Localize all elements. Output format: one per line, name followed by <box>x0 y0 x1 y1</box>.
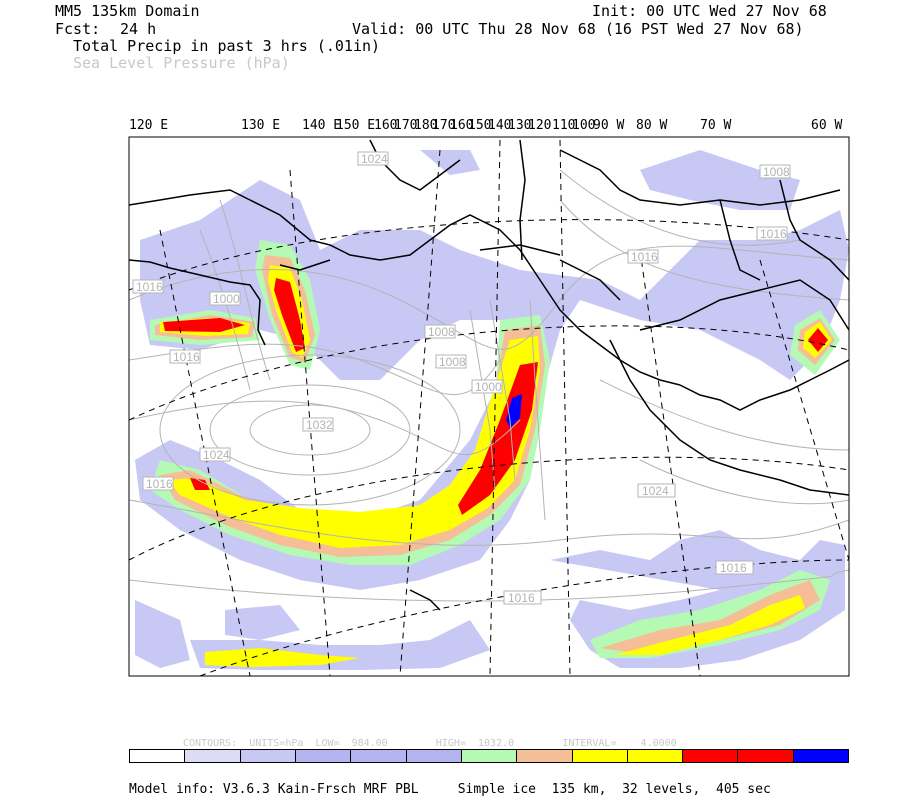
slp-label: 1016 <box>715 560 754 575</box>
lon-label: 140 <box>488 118 512 133</box>
precip-red <box>190 478 210 490</box>
coastlines <box>129 139 849 611</box>
domain-title: MM5 135km Domain <box>55 2 200 20</box>
precip-light <box>225 605 300 640</box>
colorbar-swatch <box>517 750 573 762</box>
svg-text:1032: 1032 <box>306 418 333 432</box>
map-frame <box>128 136 850 677</box>
svg-text:1008: 1008 <box>428 325 455 339</box>
colorbar-swatch <box>461 750 518 762</box>
map-content: 1024 1008 1016 1016 1000 1016 1008 1008 … <box>129 139 849 676</box>
svg-text:1024: 1024 <box>642 484 669 498</box>
lon-label: 120 E <box>129 118 169 133</box>
lon-label: 110 <box>552 118 576 133</box>
slp-label: 1024 <box>637 483 676 498</box>
slp-label: 1008 <box>759 164 791 179</box>
slp-label: 1024 <box>357 151 389 166</box>
slp-label: 1016 <box>132 279 164 294</box>
precip-colorbar <box>129 749 849 763</box>
svg-text:1008: 1008 <box>439 355 466 369</box>
slp-label: 1016 <box>627 249 659 264</box>
field-slp: Sea Level Pressure (hPa) <box>73 54 290 72</box>
precip-yellow <box>168 336 540 548</box>
lon-label: 130 E <box>241 118 281 133</box>
colorbar-swatch <box>406 750 462 762</box>
lon-label: 100 <box>572 118 596 133</box>
slp-label: 1016 <box>142 476 174 491</box>
lon-label: 150 <box>468 118 492 133</box>
svg-text:1024: 1024 <box>203 448 230 462</box>
svg-text:1000: 1000 <box>475 380 502 394</box>
svg-text:1016: 1016 <box>136 280 163 294</box>
colorbar-swatch <box>793 750 849 762</box>
colorbar-swatch <box>185 750 241 762</box>
precip-red <box>163 318 245 332</box>
model-info: Model info: V3.6.3 Kain-Frsch MRF PBL Si… <box>129 782 771 797</box>
slp-labels: 1024 1008 1016 1016 1000 1016 1008 1008 … <box>132 151 791 605</box>
colorbar-swatch <box>738 750 794 762</box>
lon-label: 80 W <box>636 118 668 133</box>
colorbar-swatch <box>295 750 352 762</box>
precip-light <box>420 150 480 175</box>
colorbar-swatch <box>240 750 296 762</box>
lon-label: 130 <box>508 118 532 133</box>
svg-text:1000: 1000 <box>213 292 240 306</box>
lon-label: 160 <box>450 118 474 133</box>
fcst-value: 24 h <box>120 20 157 38</box>
slp-label: 1024 <box>199 447 231 462</box>
contour-info: CONTOURS: UNITS=hPa LOW= 984.00 HIGH= 10… <box>183 738 677 749</box>
lon-label: 120 <box>528 118 552 133</box>
precip-red <box>808 328 828 352</box>
init-time: Init: 00 UTC Wed 27 Nov 68 <box>592 2 827 20</box>
svg-text:1016: 1016 <box>146 477 173 491</box>
colorbar-swatch <box>683 750 739 762</box>
precip-light <box>640 150 800 210</box>
colorbar-swatch <box>130 750 186 762</box>
svg-text:1016: 1016 <box>631 250 658 264</box>
slp-label: 1016 <box>503 590 542 605</box>
precip-yellow <box>205 648 360 667</box>
svg-text:1024: 1024 <box>361 152 388 166</box>
colorbar-swatch <box>627 750 684 762</box>
lon-label: 160 <box>374 118 398 133</box>
slp-label: 1008 <box>424 324 456 339</box>
lon-label: 90 W <box>593 118 625 133</box>
lon-label: 140 E <box>302 118 342 133</box>
precip-orange <box>600 580 820 655</box>
slp-label: 1016 <box>756 226 788 241</box>
slp-label: 1016 <box>169 349 201 364</box>
lon-label: 60 W <box>811 118 843 133</box>
svg-text:1016: 1016 <box>173 350 200 364</box>
isobars <box>129 169 849 602</box>
slp-label: 1008 <box>435 354 467 369</box>
precip-bands <box>135 150 849 670</box>
graticule <box>129 139 849 676</box>
fcst-label: Fcst: <box>55 20 101 38</box>
lon-label: 170 <box>432 118 456 133</box>
field-precip: Total Precip in past 3 hrs (.01in) <box>73 37 381 55</box>
svg-text:1016: 1016 <box>760 227 787 241</box>
lon-label: 180 <box>414 118 438 133</box>
precip-light <box>135 180 849 590</box>
precip-yellow <box>615 595 805 655</box>
lon-label: 150 E <box>336 118 376 133</box>
precip-red <box>274 278 305 352</box>
valid-time: Valid: 00 UTC Thu 28 Nov 68 (16 PST Wed … <box>352 20 804 38</box>
svg-text:1008: 1008 <box>763 165 790 179</box>
precip-light <box>135 600 190 668</box>
slp-label: 1000 <box>471 379 503 394</box>
colorbar-swatch <box>351 750 407 762</box>
svg-text:1016: 1016 <box>508 591 535 605</box>
slp-label: 1032 <box>302 417 334 432</box>
lon-label: 170 <box>394 118 418 133</box>
colorbar-swatch <box>572 750 628 762</box>
lon-label: 70 W <box>700 118 732 133</box>
svg-text:1016: 1016 <box>720 561 747 575</box>
slp-label: 1000 <box>209 291 241 306</box>
